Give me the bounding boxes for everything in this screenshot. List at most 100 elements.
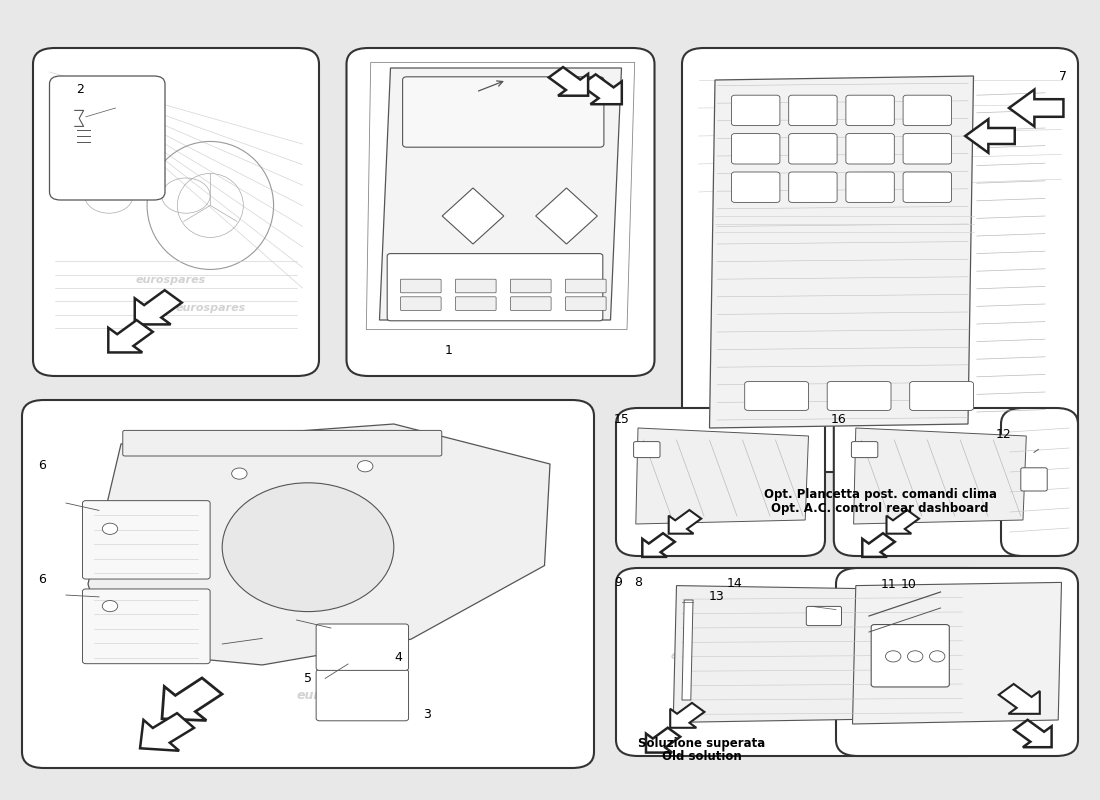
Text: Soluzione superata: Soluzione superata	[638, 737, 766, 750]
FancyBboxPatch shape	[346, 48, 654, 376]
FancyBboxPatch shape	[846, 134, 894, 164]
Ellipse shape	[222, 482, 394, 611]
FancyBboxPatch shape	[400, 279, 441, 293]
FancyBboxPatch shape	[565, 297, 606, 310]
FancyBboxPatch shape	[903, 134, 952, 164]
Polygon shape	[1014, 720, 1052, 747]
FancyBboxPatch shape	[851, 442, 878, 458]
Polygon shape	[887, 510, 918, 534]
FancyBboxPatch shape	[455, 297, 496, 310]
FancyBboxPatch shape	[834, 408, 1043, 556]
FancyBboxPatch shape	[82, 589, 210, 664]
Circle shape	[102, 601, 118, 612]
Polygon shape	[966, 119, 1014, 153]
FancyBboxPatch shape	[387, 254, 603, 321]
Polygon shape	[999, 684, 1040, 714]
FancyBboxPatch shape	[789, 134, 837, 164]
FancyBboxPatch shape	[789, 95, 837, 126]
Text: 10: 10	[901, 578, 916, 590]
Polygon shape	[379, 68, 621, 320]
Polygon shape	[854, 428, 1026, 524]
Circle shape	[358, 461, 373, 472]
Text: 6: 6	[37, 573, 46, 586]
Polygon shape	[581, 74, 622, 104]
FancyBboxPatch shape	[910, 382, 974, 410]
Text: Opt. A.C. control rear dashboard: Opt. A.C. control rear dashboard	[771, 502, 989, 515]
Text: eurospares: eurospares	[135, 275, 206, 285]
Polygon shape	[140, 713, 194, 750]
Text: 16: 16	[830, 413, 846, 426]
Text: 5: 5	[304, 672, 312, 685]
Polygon shape	[134, 290, 182, 325]
FancyBboxPatch shape	[682, 48, 1078, 472]
Polygon shape	[710, 76, 974, 428]
Polygon shape	[673, 586, 970, 722]
Text: 15: 15	[614, 413, 629, 426]
Text: 4: 4	[394, 651, 403, 664]
FancyBboxPatch shape	[903, 95, 952, 126]
FancyBboxPatch shape	[732, 134, 780, 164]
Polygon shape	[642, 534, 674, 557]
Polygon shape	[1009, 90, 1064, 126]
Text: eurospares: eurospares	[845, 235, 915, 245]
Text: 14: 14	[727, 577, 742, 590]
Text: 6: 6	[37, 459, 46, 472]
Text: eurospares: eurospares	[465, 295, 536, 305]
Text: eurospares: eurospares	[268, 602, 348, 614]
FancyBboxPatch shape	[634, 442, 660, 458]
FancyBboxPatch shape	[789, 172, 837, 202]
Text: eurospares: eurospares	[175, 303, 245, 313]
Polygon shape	[636, 428, 808, 524]
FancyBboxPatch shape	[616, 568, 990, 756]
Polygon shape	[669, 510, 701, 534]
FancyBboxPatch shape	[846, 172, 894, 202]
Polygon shape	[162, 678, 222, 721]
Text: eurospares: eurospares	[825, 379, 895, 389]
Text: 8: 8	[634, 576, 642, 589]
FancyBboxPatch shape	[510, 297, 551, 310]
Text: 7: 7	[1058, 70, 1067, 83]
FancyBboxPatch shape	[871, 625, 949, 687]
FancyBboxPatch shape	[400, 297, 441, 310]
FancyBboxPatch shape	[33, 48, 319, 376]
FancyBboxPatch shape	[50, 76, 165, 200]
Text: 3: 3	[422, 708, 431, 721]
Text: eurospares: eurospares	[465, 275, 536, 285]
FancyBboxPatch shape	[565, 279, 606, 293]
Text: eurospares: eurospares	[671, 651, 733, 661]
Polygon shape	[646, 728, 680, 753]
Circle shape	[102, 523, 118, 534]
Text: 11: 11	[881, 578, 896, 590]
Text: 13: 13	[708, 590, 724, 602]
Text: eurospares: eurospares	[908, 479, 969, 489]
Circle shape	[232, 468, 248, 479]
FancyBboxPatch shape	[123, 430, 442, 456]
Polygon shape	[536, 188, 597, 244]
Text: 9: 9	[614, 576, 623, 589]
FancyBboxPatch shape	[316, 624, 408, 670]
FancyBboxPatch shape	[82, 501, 210, 579]
Text: eurospares: eurospares	[297, 690, 376, 702]
Polygon shape	[108, 320, 153, 353]
Polygon shape	[670, 703, 704, 728]
Text: eurospares: eurospares	[690, 479, 751, 489]
FancyBboxPatch shape	[903, 172, 952, 202]
FancyBboxPatch shape	[827, 382, 891, 410]
FancyBboxPatch shape	[455, 279, 496, 293]
FancyBboxPatch shape	[806, 606, 842, 626]
FancyBboxPatch shape	[1021, 468, 1047, 491]
FancyBboxPatch shape	[316, 670, 408, 721]
FancyBboxPatch shape	[732, 95, 780, 126]
FancyBboxPatch shape	[22, 400, 594, 768]
FancyBboxPatch shape	[616, 408, 825, 556]
FancyBboxPatch shape	[732, 172, 780, 202]
Polygon shape	[682, 600, 693, 700]
Text: Old solution: Old solution	[662, 750, 741, 763]
Text: 1: 1	[444, 344, 453, 357]
FancyBboxPatch shape	[846, 95, 894, 126]
FancyBboxPatch shape	[403, 77, 604, 147]
Polygon shape	[442, 188, 504, 244]
FancyBboxPatch shape	[1001, 408, 1078, 556]
FancyBboxPatch shape	[836, 568, 1078, 756]
Text: 12: 12	[996, 428, 1011, 441]
